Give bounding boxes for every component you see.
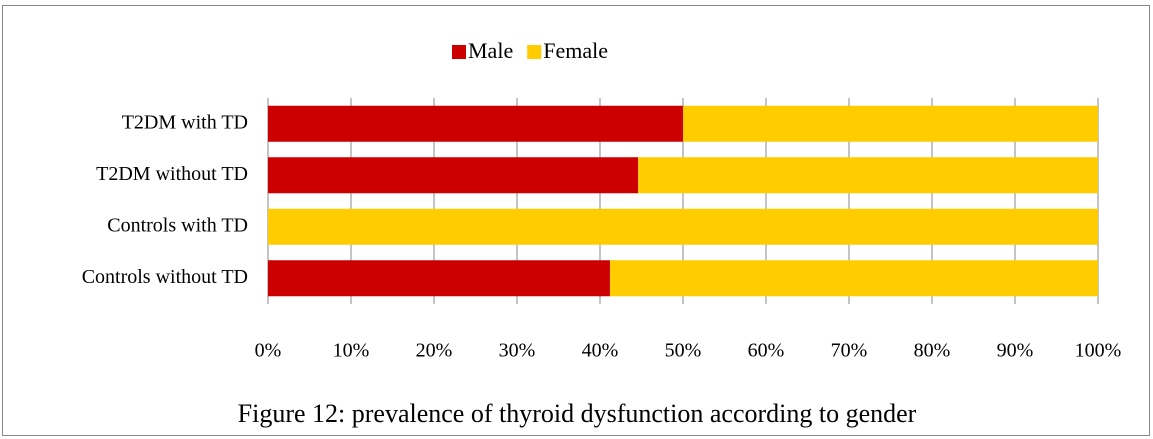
x-tick-label: 60%: [748, 340, 785, 362]
x-tick-label: 90%: [997, 340, 1034, 362]
bar-segment: [268, 260, 610, 297]
bar-segment: [683, 105, 1098, 142]
bar-segment: [268, 208, 1098, 245]
bar-segment: [268, 105, 683, 142]
y-tick-label: Controls without TD: [82, 266, 248, 288]
x-tick-label: 50%: [665, 340, 702, 362]
x-tick-label: 70%: [831, 340, 868, 362]
chart-title: Figure 12: prevalence of thyroid dysfunc…: [238, 399, 917, 428]
x-tick-label: 10%: [333, 340, 370, 362]
x-tick-label: 80%: [914, 340, 951, 362]
legend-swatch: [452, 45, 466, 59]
x-tick-label: 40%: [582, 340, 619, 362]
legend-label: Female: [543, 38, 608, 63]
bar-segment: [638, 157, 1098, 194]
bar-segment: [609, 260, 1098, 297]
y-tick-label: Controls with TD: [107, 214, 248, 236]
bar-segment: [268, 157, 639, 194]
y-tick-label: T2DM with TD: [122, 111, 248, 133]
x-tick-label: 20%: [416, 340, 453, 362]
x-tick-label: 30%: [499, 340, 536, 362]
y-tick-label: T2DM without TD: [96, 163, 248, 185]
x-tick-label: 0%: [255, 340, 282, 362]
legend-swatch: [527, 45, 542, 59]
legend-label: Male: [468, 38, 513, 63]
x-tick-label: 100%: [1075, 340, 1122, 362]
